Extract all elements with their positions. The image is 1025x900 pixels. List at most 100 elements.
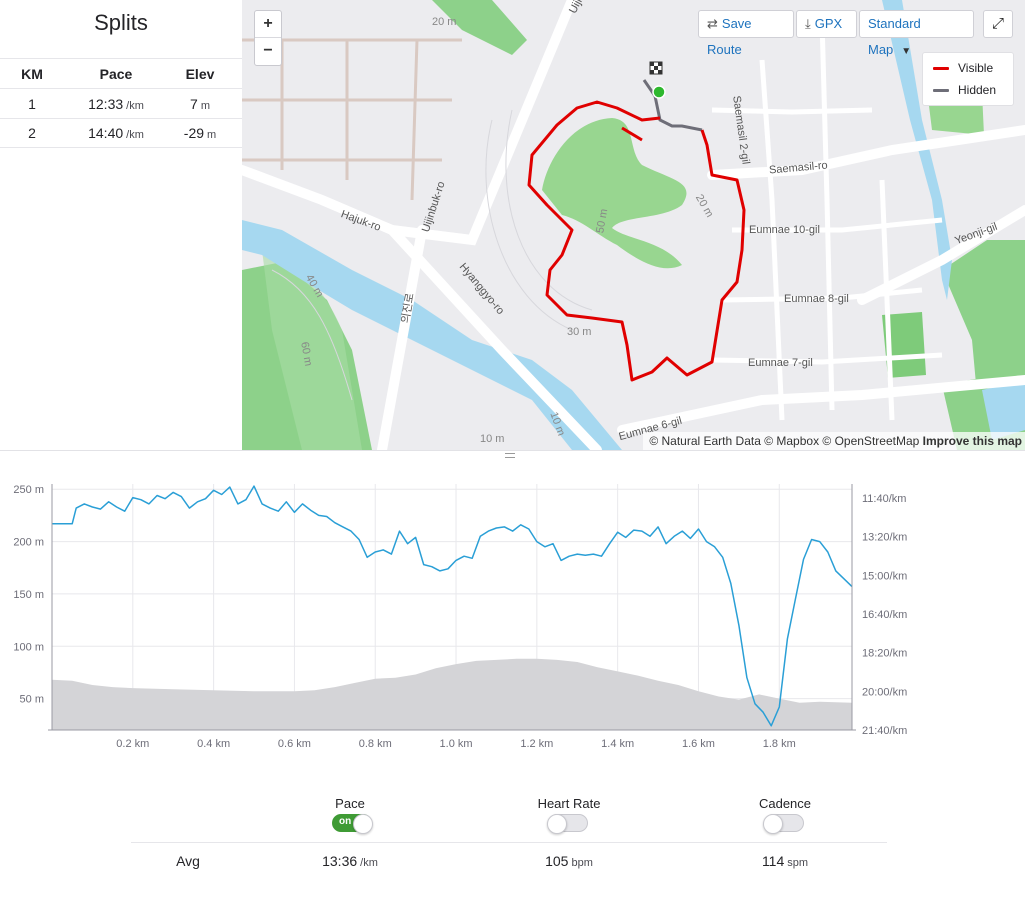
toggle-on-text: on [339, 816, 352, 827]
avg-heart-rate: 105 bpm [499, 853, 639, 869]
x-tick-label: 0.4 km [197, 738, 230, 750]
route-map[interactable]: Uijinbuk-ro Hajuk-ro Uijinbuk-ro Hyanggy… [242, 0, 1025, 450]
legend-hidden: Hidden [933, 83, 996, 97]
split-elev-unit: m [207, 129, 217, 141]
fullscreen-icon: ⤢ [991, 15, 1004, 32]
y2-tick-label: 16:40/km [862, 609, 907, 621]
heart-rate-toggle[interactable] [547, 814, 588, 834]
park-area [542, 118, 687, 269]
avg-hr-value: 105 [545, 853, 569, 869]
hidden-route [642, 79, 703, 132]
split-elev-value: 7 [190, 96, 198, 112]
split-pace-unit: /km [126, 100, 144, 112]
x-tick-label: 1.0 km [440, 738, 473, 750]
y2-tick-label: 15:00/km [862, 570, 907, 582]
gpx-button[interactable]: ⤓ GPX [796, 10, 857, 38]
map-canvas[interactable] [242, 0, 1025, 450]
legend-hidden-label: Hidden [958, 83, 997, 97]
avg-cadence: 114 spm [715, 853, 855, 869]
stream [882, 0, 952, 300]
hidden-swatch [933, 89, 949, 93]
panel-resize-handle[interactable] [0, 450, 1025, 460]
attribution-text[interactable]: © Natural Earth Data © Mapbox © OpenStre… [649, 434, 920, 448]
x-tick-label: 0.6 km [278, 738, 311, 750]
grip-icon [505, 453, 515, 458]
zoom-controls: + − [254, 10, 282, 66]
save-route-button[interactable]: ⇄ Save Route [698, 10, 794, 57]
save-route-label: Save Route [707, 16, 752, 57]
split-elev-value: -29 [183, 125, 205, 141]
zoom-out-button[interactable]: − [263, 42, 273, 59]
park-area [942, 240, 1025, 395]
river [242, 220, 622, 450]
park-area [262, 250, 362, 450]
pace-toggle-label: Pace [335, 796, 365, 811]
avg-pace-value: 13:36 [322, 853, 358, 869]
km-header: KM [21, 66, 43, 82]
contour-label: 10 m [480, 433, 505, 445]
y2-tick-label: 11:40/km [862, 493, 906, 505]
start-marker [652, 85, 666, 99]
contour-label: 30 m [567, 326, 592, 338]
park-area [432, 0, 527, 55]
x-tick-label: 1.2 km [520, 738, 553, 750]
street-label: Eumnae 10-gil [749, 224, 820, 236]
splits-title: Splits [94, 10, 148, 35]
x-tick-label: 1.8 km [763, 738, 796, 750]
avg-cadence-value: 114 [761, 853, 785, 869]
map-type-label: Standard Map [868, 16, 921, 57]
street-label: Eumnae 8-gil [784, 293, 849, 305]
x-tick-label: 0.2 km [116, 738, 149, 750]
cadence-toggle[interactable] [763, 814, 804, 834]
x-tick-label: 1.6 km [682, 738, 715, 750]
avg-cadence-unit: spm [787, 857, 809, 869]
pond [982, 380, 1025, 440]
map-attribution: © Natural Earth Data © Mapbox © OpenStre… [643, 432, 1025, 450]
y-tick-label: 250 m [13, 484, 44, 496]
y-tick-label: 100 m [13, 641, 44, 653]
pace-header: Pace [99, 66, 133, 82]
split-pace-unit: /km [126, 129, 144, 141]
route-icon: ⇄ [707, 16, 718, 31]
avg-label: Avg [176, 853, 200, 869]
visible-route [527, 100, 746, 382]
y2-tick-label: 13:20/km [862, 532, 907, 544]
y2-tick-label: 18:20/km [862, 648, 907, 660]
sports-field [882, 312, 926, 378]
avg-pace-unit: /km [360, 857, 378, 869]
split-km: 1 [28, 96, 36, 112]
avg-hr-unit: bpm [571, 857, 593, 869]
legend-visible-label: Visible [958, 61, 994, 75]
visible-swatch [933, 67, 949, 71]
toggle-knob [763, 814, 783, 834]
avg-pace: 13:36/km [280, 853, 420, 869]
split-pace-value: 12:33 [88, 96, 124, 112]
y2-tick-label: 20:00/km [862, 686, 907, 698]
cadence-toggle-label: Cadence [758, 796, 812, 811]
elev-header: Elev [185, 66, 215, 82]
y-tick-label: 150 m [13, 589, 44, 601]
contour-label: 20 m [432, 16, 457, 28]
zoom-in-button[interactable]: + [255, 11, 281, 38]
pace-line [52, 485, 853, 727]
split-pace: 14:40/km [64, 118, 168, 148]
improve-map-link[interactable]: Improve this map [922, 434, 1022, 448]
y-tick-label: 200 m [13, 537, 44, 549]
map-type-select[interactable]: Standard Map ▼ [859, 10, 974, 57]
fullscreen-button[interactable]: ⤢ [983, 10, 1013, 38]
elevation-pace-chart[interactable]: 250 m 200 m 150 m 100 m 50 m 0.2 km 0.4 km 0.6 … [0, 462, 1025, 762]
split-row: 2 14:40/km -29 m [0, 118, 242, 148]
split-pace-value: 14:40 [88, 125, 124, 141]
x-tick-label: 0.8 km [359, 738, 392, 750]
gpx-label: GPX [814, 16, 843, 31]
street-label: Eumnae 7-gil [748, 357, 813, 369]
legend-visible: Visible [933, 61, 993, 75]
route-legend: Visible Hidden [922, 52, 1014, 106]
y2-tick-label: 21:40/km [862, 725, 907, 737]
elevation-area [52, 658, 852, 730]
split-km: 2 [28, 125, 36, 141]
pace-toggle[interactable]: on [332, 814, 373, 834]
